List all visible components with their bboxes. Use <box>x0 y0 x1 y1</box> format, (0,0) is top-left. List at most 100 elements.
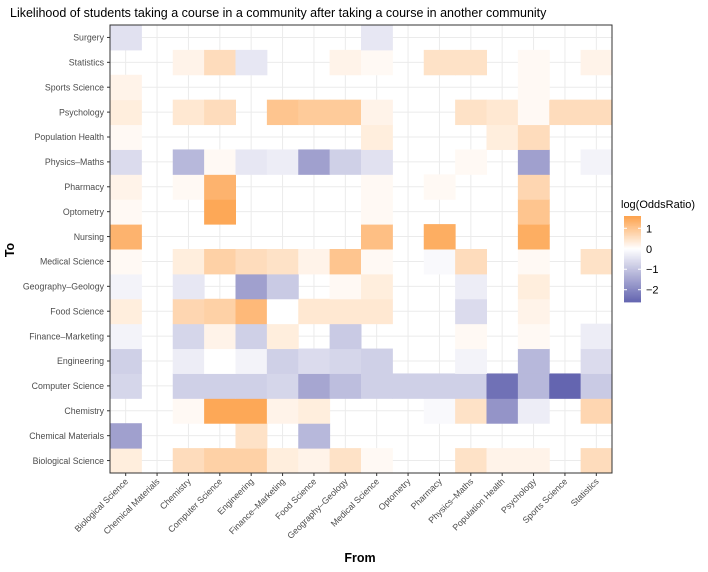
heatmap-cell-food-science-from-biological-science <box>110 298 142 325</box>
heatmap-cell-computer-science-from-optometry <box>392 373 425 399</box>
heatmap-cell-statistics-from-engineering <box>235 49 268 76</box>
heatmap-cell-finance-marketing-from-psychology <box>517 323 550 350</box>
heatmap-cell-surgery-from-medical-science <box>361 25 393 51</box>
heatmap-cell-chemistry-from-engineering <box>235 398 268 424</box>
legend-color-step <box>624 226 641 228</box>
legend-color-step <box>624 273 641 276</box>
heatmap-cell-chemical-materials-from-biological-science <box>110 423 142 449</box>
legend-color-step <box>624 251 641 254</box>
legend-color-step <box>624 238 641 241</box>
y-tick-label: Chemistry <box>64 406 104 416</box>
heatmap-cell-biological-science-from-population-health <box>486 448 519 474</box>
y-tick-label: Physics–Maths <box>45 157 105 167</box>
chart-title: Likelihood of students taking a course i… <box>10 6 547 20</box>
heatmap-cell-food-science-from-physics-maths <box>455 298 487 325</box>
legend-color-step <box>624 250 641 253</box>
heatmap-cell-biological-science-from-statistics <box>580 448 613 474</box>
heatmap-cell-computer-science-from-sports-science <box>549 373 582 399</box>
x-tick-label: Chemical Materials <box>102 476 162 536</box>
x-tick-label: Statistics <box>569 476 601 508</box>
heatmap-cell-optometry-from-biological-science <box>110 199 142 225</box>
heatmap-cell-food-science-from-medical-science <box>361 298 393 325</box>
y-tick-label: Psychology <box>59 107 105 117</box>
y-tick-label: Geography–Geology <box>23 282 105 292</box>
heatmap-cell-geography-geology-from-physics-maths <box>455 273 487 300</box>
y-axis-title: To <box>3 242 17 257</box>
y-tick-label: Sports Science <box>45 82 104 92</box>
heatmap-cell-finance-marketing-from-biological-science <box>110 323 142 350</box>
legend-color-step <box>624 290 641 293</box>
heatmap-cell-psychology-from-computer-science <box>204 99 236 126</box>
legend-color-step <box>624 228 641 231</box>
heatmap-cell-physics-maths-from-geography-geology <box>329 149 362 175</box>
legend-color-step <box>624 237 641 240</box>
heatmap-cell-computer-science-from-engineering <box>235 373 268 399</box>
legend-color-step <box>624 217 641 220</box>
heatmap-cell-biological-science-from-physics-maths <box>455 448 487 474</box>
y-tick-label: Statistics <box>69 58 105 68</box>
heatmap-cell-biological-science-from-food-science <box>298 448 331 474</box>
legend-color-step <box>624 266 641 268</box>
y-tick-label: Food Science <box>50 306 104 316</box>
heatmap-cell-engineering-from-physics-maths <box>455 348 487 374</box>
legend-color-step <box>624 256 641 258</box>
heatmap-cell-finance-marketing-from-chemistry <box>172 323 205 350</box>
heatmap-cell-chemistry-from-statistics <box>580 398 613 424</box>
heatmap-cell-geography-geology-from-chemistry <box>172 273 205 300</box>
legend-tick-label: 0 <box>646 244 652 256</box>
x-tick-label: Optometry <box>376 476 413 513</box>
legend-color-step <box>624 287 641 290</box>
heatmap-cell-food-science-from-geography-geology <box>329 298 362 325</box>
heatmap-cell-biological-science-from-computer-science <box>204 448 236 474</box>
y-tick-label: Pharmacy <box>64 182 104 192</box>
legend-color-step <box>624 294 641 297</box>
legend-color-step <box>624 218 641 221</box>
heatmap-cell-medical-science-from-biological-science <box>110 249 142 275</box>
y-tick-label: Population Health <box>35 132 105 142</box>
heatmap-cell-food-science-from-computer-science <box>204 298 236 325</box>
legend-color-step <box>624 227 641 230</box>
y-tick-label: Medical Science <box>40 257 104 267</box>
legend-color-step <box>624 254 641 257</box>
heatmap-cell-chemistry-from-food-science <box>298 398 331 424</box>
legend-color-step <box>624 216 641 218</box>
heatmap-cell-geography-geology-from-geography-geology <box>329 273 362 300</box>
y-tick-label: Chemical Materials <box>29 431 104 441</box>
legend-color-step <box>624 223 641 225</box>
heatmap-cell-finance-marketing-from-geography-geology <box>329 323 362 350</box>
y-tick-label: Engineering <box>57 356 104 366</box>
heatmap-cell-physics-maths-from-psychology <box>517 149 550 175</box>
heatmap-cell-surgery-from-biological-science <box>110 25 142 51</box>
legend-color-step <box>624 277 641 280</box>
legend-color-step <box>624 231 641 234</box>
heatmap-cell-psychology-from-physics-maths <box>455 99 487 126</box>
legend-color-step <box>624 257 641 260</box>
heatmap-cell-medical-science-from-geography-geology <box>329 249 362 275</box>
legend-color-step <box>624 243 641 246</box>
heatmap-cell-chemistry-from-finance-marketing <box>266 398 299 424</box>
heatmap-cell-nursing-from-biological-science <box>110 224 142 250</box>
legend-color-step <box>624 267 641 270</box>
heatmap-cell-computer-science-from-population-health <box>486 373 519 399</box>
heatmap-cell-computer-science-from-geography-geology <box>329 373 362 399</box>
legend-color-step <box>624 276 641 279</box>
legend-color-step <box>624 300 641 303</box>
heatmap-cell-psychology-from-geography-geology <box>329 99 362 126</box>
heatmap-cell-chemistry-from-physics-maths <box>455 398 487 424</box>
heatmap-cell-statistics-from-geography-geology <box>329 49 362 76</box>
heatmap-cell-chemistry-from-population-health <box>486 398 519 424</box>
y-tick-label: Computer Science <box>32 381 104 391</box>
heatmap-cell-statistics-from-statistics <box>580 49 613 76</box>
heatmap-cell-engineering-from-medical-science <box>361 348 393 374</box>
heatmap-cell-computer-science-from-food-science <box>298 373 331 399</box>
legend-color-step <box>624 240 641 243</box>
heatmap-cell-psychology-from-statistics <box>580 99 613 126</box>
heatmap-cell-computer-science-from-pharmacy <box>423 373 456 399</box>
heatmap-cell-computer-science-from-psychology <box>517 373 550 399</box>
legend-color-step <box>624 247 641 250</box>
heatmap-cell-chemical-materials-from-food-science <box>298 423 331 449</box>
heatmap-cell-psychology-from-medical-science <box>361 99 393 126</box>
heatmap-cell-chemical-materials-from-engineering <box>235 423 268 449</box>
